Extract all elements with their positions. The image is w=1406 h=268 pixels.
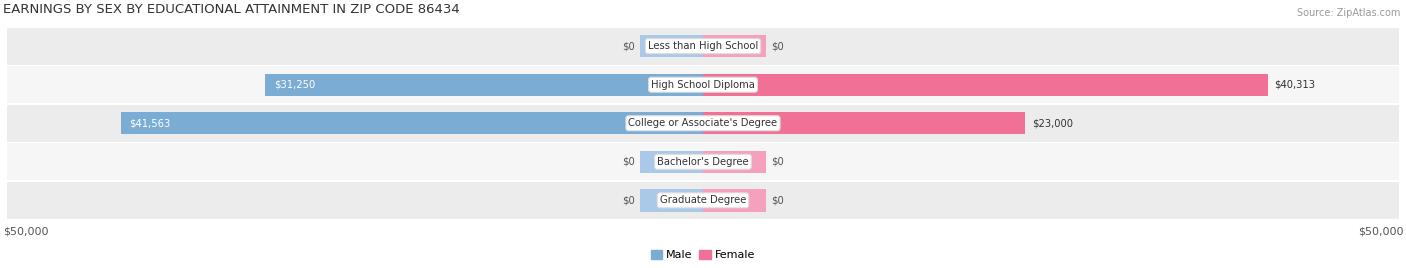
Text: EARNINGS BY SEX BY EDUCATIONAL ATTAINMENT IN ZIP CODE 86434: EARNINGS BY SEX BY EDUCATIONAL ATTAINMEN… bbox=[3, 3, 460, 16]
Text: $0: $0 bbox=[621, 195, 634, 205]
Text: College or Associate's Degree: College or Associate's Degree bbox=[628, 118, 778, 128]
Bar bbox=[703, 189, 766, 211]
Bar bbox=[703, 73, 1268, 96]
Bar bbox=[640, 151, 703, 173]
Text: $50,000: $50,000 bbox=[1358, 226, 1403, 237]
Text: $0: $0 bbox=[621, 157, 634, 167]
Text: $0: $0 bbox=[772, 41, 785, 51]
Text: High School Diploma: High School Diploma bbox=[651, 80, 755, 90]
Text: Source: ZipAtlas.com: Source: ZipAtlas.com bbox=[1296, 8, 1400, 18]
Text: $40,313: $40,313 bbox=[1275, 80, 1316, 90]
Bar bbox=[7, 105, 1399, 142]
Bar bbox=[640, 189, 703, 211]
Bar bbox=[266, 73, 703, 96]
Text: $23,000: $23,000 bbox=[1032, 118, 1073, 128]
Bar bbox=[121, 112, 703, 135]
Text: $50,000: $50,000 bbox=[3, 226, 48, 237]
Text: Less than High School: Less than High School bbox=[648, 41, 758, 51]
Bar bbox=[703, 35, 766, 57]
Bar bbox=[7, 28, 1399, 65]
Bar bbox=[7, 66, 1399, 103]
Text: Graduate Degree: Graduate Degree bbox=[659, 195, 747, 205]
Text: $0: $0 bbox=[772, 195, 785, 205]
Legend: Male, Female: Male, Female bbox=[647, 246, 759, 265]
Bar bbox=[7, 182, 1399, 219]
Bar bbox=[703, 112, 1025, 135]
Bar bbox=[640, 35, 703, 57]
Bar bbox=[703, 151, 766, 173]
Text: $0: $0 bbox=[621, 41, 634, 51]
Text: $31,250: $31,250 bbox=[274, 80, 315, 90]
Text: Bachelor's Degree: Bachelor's Degree bbox=[657, 157, 749, 167]
Text: $41,563: $41,563 bbox=[129, 118, 170, 128]
Bar bbox=[7, 143, 1399, 180]
Text: $0: $0 bbox=[772, 157, 785, 167]
